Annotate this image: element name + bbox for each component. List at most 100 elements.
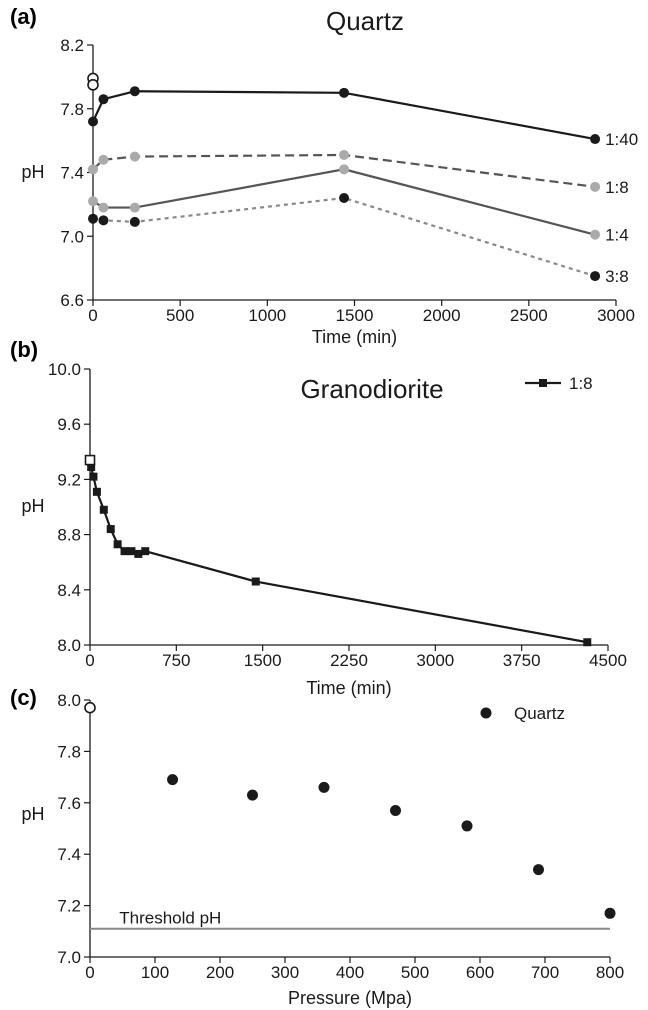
panel-b: (b) Granodiorite 0 750 1500 2250 3000 3750 4500 8… bbox=[10, 337, 627, 698]
data-point bbox=[99, 505, 108, 514]
x-axis-label: Time (min) bbox=[312, 327, 397, 347]
legend-label: 1:8 bbox=[569, 374, 593, 393]
data-point bbox=[339, 149, 350, 160]
series-line bbox=[92, 196, 596, 278]
x-tick-label: 3000 bbox=[597, 306, 635, 325]
data-point bbox=[318, 781, 330, 793]
data-point bbox=[339, 164, 350, 175]
series-line bbox=[90, 466, 588, 644]
data-point bbox=[590, 229, 601, 240]
y-tick-label: 8.0 bbox=[57, 636, 81, 655]
x-tick-label: 1500 bbox=[336, 306, 374, 325]
x-tick-label: 2250 bbox=[330, 651, 368, 670]
data-point bbox=[89, 472, 98, 481]
series-end-label: 1:40 bbox=[605, 130, 638, 149]
legend: Quartz bbox=[480, 704, 565, 723]
y-tick-label: 7.2 bbox=[57, 897, 81, 916]
x-tick-label: 750 bbox=[162, 651, 190, 670]
y-tick-label: 7.8 bbox=[60, 100, 84, 119]
panel-label: (a) bbox=[10, 4, 37, 29]
y-tick-label: 8.2 bbox=[60, 36, 84, 55]
data-point bbox=[590, 181, 601, 192]
x-tick-label: 2000 bbox=[423, 306, 461, 325]
series-end-label: 1:8 bbox=[605, 178, 629, 197]
y-tick-label: 7.0 bbox=[60, 227, 84, 246]
data-point bbox=[129, 202, 140, 213]
y-tick-label: 7.4 bbox=[60, 164, 84, 183]
data-point bbox=[461, 820, 473, 832]
data-point bbox=[88, 116, 98, 127]
y-tick-label: 6.6 bbox=[60, 291, 84, 310]
series-end-label: 3:8 bbox=[605, 267, 629, 286]
data-point bbox=[251, 577, 260, 586]
data-point bbox=[127, 547, 136, 556]
data-point bbox=[88, 164, 98, 175]
data-point bbox=[339, 87, 350, 98]
data-point bbox=[590, 271, 601, 282]
data-point bbox=[129, 216, 140, 227]
x-tick-label: 0 bbox=[85, 651, 94, 670]
panel-label: (c) bbox=[10, 685, 37, 710]
data-point bbox=[533, 864, 544, 876]
panel-c: (c) 0 100 200 300 400 500 600 700 800 7.0 7.2 7.4 7.6… bbox=[10, 685, 624, 1008]
initial-open-marker bbox=[84, 454, 96, 466]
x-tick-label: 4500 bbox=[589, 651, 627, 670]
series-1-8 bbox=[87, 462, 592, 647]
y-tick-label: 7.8 bbox=[57, 742, 81, 761]
data-point bbox=[98, 94, 109, 105]
series-1-8: 1:8 bbox=[88, 149, 629, 197]
threshold-label: Threshold pH bbox=[119, 909, 221, 928]
y-tick-label: 10.0 bbox=[48, 360, 81, 379]
panel-a: (a) Quartz 0 500 1000 1500 2000 2500 3000 6.6 7.0 7… bbox=[10, 4, 638, 347]
x-tick-label: 600 bbox=[466, 963, 494, 982]
y-tick-label: 8.4 bbox=[57, 581, 81, 600]
y-tick-label: 7.0 bbox=[57, 948, 81, 967]
series-Quartz bbox=[167, 774, 616, 919]
data-point bbox=[167, 774, 179, 786]
x-tick-label: 1000 bbox=[248, 306, 286, 325]
data-point bbox=[113, 540, 122, 549]
x-tick-label: 100 bbox=[141, 963, 169, 982]
x-tick-label: 300 bbox=[271, 963, 299, 982]
data-point bbox=[88, 213, 98, 224]
initial-open-marker bbox=[87, 79, 99, 91]
series-3-8: 3:8 bbox=[88, 193, 629, 286]
x-tick-label: 500 bbox=[166, 306, 194, 325]
y-tick-label: 9.6 bbox=[57, 415, 81, 434]
legend-label: Quartz bbox=[514, 704, 565, 723]
x-tick-label: 1500 bbox=[244, 651, 282, 670]
x-tick-label: 500 bbox=[401, 963, 429, 982]
data-point bbox=[98, 202, 109, 213]
x-tick-label: 0 bbox=[85, 963, 94, 982]
data-point bbox=[339, 193, 350, 203]
y-tick-label: 7.4 bbox=[57, 845, 81, 864]
data-point bbox=[590, 134, 601, 145]
series-line bbox=[92, 90, 596, 141]
data-point bbox=[247, 789, 258, 801]
y-tick-label: 7.6 bbox=[57, 794, 81, 813]
y-tick-label: 9.2 bbox=[57, 470, 81, 489]
legend: 1:8 bbox=[525, 374, 593, 393]
data-point bbox=[583, 638, 592, 647]
data-point bbox=[98, 154, 109, 165]
data-point bbox=[141, 547, 150, 556]
x-tick-label: 800 bbox=[596, 963, 624, 982]
data-point bbox=[98, 215, 109, 226]
chart-title: Granodiorite bbox=[300, 374, 443, 404]
data-point bbox=[106, 525, 115, 534]
x-tick-label: 3750 bbox=[503, 651, 541, 670]
chart-title: Quartz bbox=[326, 6, 404, 36]
x-tick-label: 2500 bbox=[510, 306, 548, 325]
data-point bbox=[604, 907, 616, 919]
data-point bbox=[120, 547, 129, 556]
x-axis-label: Pressure (Mpa) bbox=[288, 988, 412, 1008]
y-axis-label: pH bbox=[21, 804, 44, 824]
y-axis-label: pH bbox=[21, 496, 44, 516]
x-axis-label: Time (min) bbox=[306, 678, 391, 698]
legend-marker bbox=[539, 379, 547, 387]
data-point bbox=[88, 196, 98, 207]
data-point bbox=[129, 151, 140, 162]
x-tick-label: 0 bbox=[88, 306, 97, 325]
x-tick-label: 700 bbox=[531, 963, 559, 982]
